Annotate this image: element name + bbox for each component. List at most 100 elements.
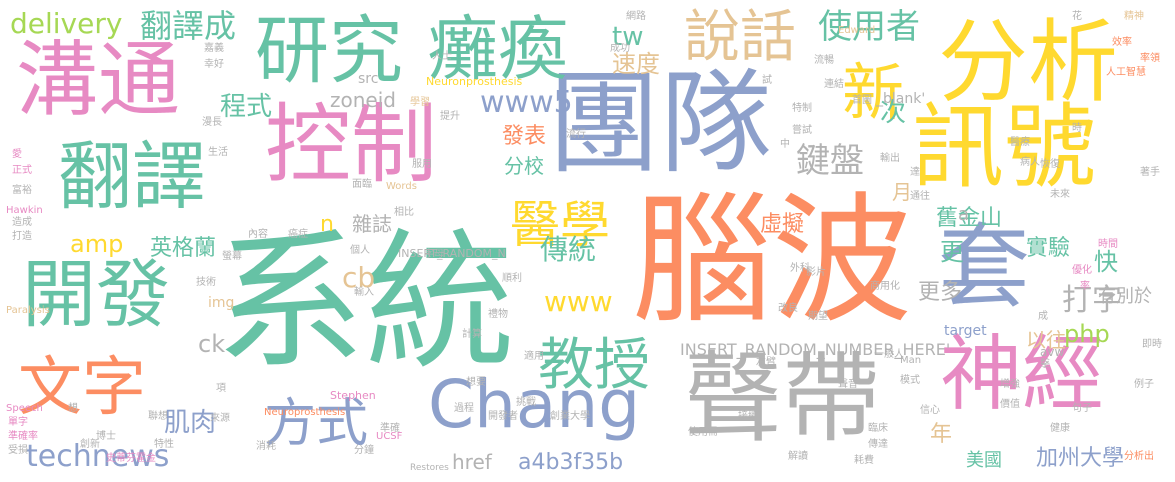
word-wenzi: 文字 (18, 351, 146, 425)
word-kaifa: 開發 (22, 252, 170, 338)
word-shicheng: 成 (1038, 311, 1048, 322)
word-shousun: 受損 (8, 445, 28, 456)
word-insert-long: INSERT_RANDOM_NUMBER_HERE' (680, 340, 951, 359)
word-fuyu: 富裕 (12, 185, 32, 196)
word-www: www (544, 285, 613, 318)
word-gaishan: 改良 (778, 303, 798, 314)
word-dazi: 打字 (1062, 283, 1122, 318)
word-shiyongxu: 使用需 (688, 427, 718, 438)
word-jirou: 肌肉 (164, 408, 217, 438)
word-lianxiang2: 聯想 (148, 411, 168, 422)
word-fenxi: 分析 (938, 10, 1118, 115)
word-delivery: delivery (10, 7, 123, 40)
word-kaifazhe: 開發者 (488, 411, 518, 422)
word-cb: cb (342, 261, 376, 294)
word-zhunque2: 準確 (380, 423, 400, 434)
word-zimu: 字母 (424, 249, 444, 260)
word-wangluo: 網路 (626, 11, 646, 22)
word-www5: www5 (480, 85, 573, 120)
word-tongwang: 通往 (910, 191, 930, 202)
word-insert-short: INSERT_RANDOM_N (398, 247, 506, 260)
word-n: n (320, 212, 334, 237)
word-yiban: 一般人 (874, 349, 904, 360)
word-lianxiang: 連結 (824, 79, 844, 90)
word-naobo: 腦波 (632, 180, 913, 343)
word-jiujinshan: 舊金山 (936, 206, 1003, 231)
word-jishu: 技術 (196, 277, 216, 288)
word-jiazhou: 加州大學 (1036, 446, 1125, 471)
word-laiyuan: 來源 (210, 413, 230, 424)
word-jixing: 特性 (154, 439, 174, 450)
word-target: target (944, 323, 987, 339)
word-xuni: 虛擬 (760, 212, 805, 237)
word-shi: 試 (762, 75, 772, 86)
word-stephen: Stephen (330, 389, 376, 402)
word-yiwang: 以往 (1026, 328, 1066, 352)
word-jingshen: 精神 (1124, 11, 1144, 22)
word-chuangye: 創業大學 (550, 411, 590, 422)
word-nian: 年 (930, 422, 953, 447)
word-lü: 率 (1080, 281, 1090, 292)
word-chuangxin: 創新 (80, 439, 100, 450)
word-zaocheng: 造成 (12, 217, 32, 228)
word-speech: Speech (6, 403, 43, 414)
word-weilai: 未來 (1050, 189, 1070, 200)
word-manchang: 漫長 (202, 117, 222, 128)
word-shiyongxing: 適用 (524, 351, 544, 362)
word-jiaoshou: 教授 (538, 333, 650, 398)
word-huifu: 恢復 (1040, 159, 1060, 170)
word-bingren: 病人 (1020, 157, 1040, 168)
word-chuanda: 傳達 (868, 439, 888, 450)
word-juzi: 句子 (1072, 403, 1092, 414)
word-shoudu: 首圖 (852, 95, 872, 106)
word-shangyong: 商用化 (870, 281, 900, 292)
word-ck: ck (198, 330, 226, 358)
word-ji: 擊 (1040, 359, 1050, 370)
word-ai: 愛 (12, 149, 22, 160)
word-mianfu: 面臨 (352, 179, 372, 190)
word-shengdai: 聲帶 (684, 342, 881, 456)
word-xiangbi: 相比 (394, 207, 414, 218)
word-hawkin: Hawkin (6, 205, 43, 216)
word-shiyan: 實驗 (1026, 236, 1071, 261)
word-a: a (958, 204, 970, 225)
word-rengong: 人工智慧 (1106, 67, 1146, 78)
word-jiedu: 解讀 (788, 451, 808, 462)
word-linchuang: 臨床 (868, 423, 888, 434)
word-jianpan: 鍵盤 (796, 141, 864, 181)
word-shunli: 順利 (502, 273, 522, 284)
word-jinsuan: 計算 (462, 329, 482, 340)
word-youbieyu: 有別於 (1098, 286, 1152, 307)
word-kuai: 快 (1094, 248, 1118, 276)
word-geng: 更 (940, 238, 964, 266)
word-goutong: 溝通 (16, 33, 181, 128)
word-hua: 花 (1072, 11, 1082, 22)
word-waike: 外科 (790, 263, 810, 274)
word-neuro1: Neuronprosthesis (426, 75, 523, 88)
word-fenxiao: 分校 (504, 154, 544, 178)
word-edward: Edward (838, 25, 876, 36)
word-words: Words (386, 181, 417, 192)
word-chuantong: 傳統 (540, 233, 597, 266)
word-chengshi: 程式 (220, 92, 273, 122)
word-jiankang: 健康 (1050, 423, 1070, 434)
word-restores: Restores (410, 463, 449, 473)
word-blank: _blank' (876, 91, 926, 107)
word-tao: 套 (938, 214, 1031, 321)
word-geren: 個人 (350, 245, 370, 256)
word-zazhi: 雜誌 (352, 212, 392, 236)
word-neirong: 內容 (248, 229, 268, 240)
word-zhuoshou: 著手 (1140, 167, 1160, 178)
word-paralysis: Paralysis (6, 305, 50, 316)
word-guocheng: 過程 (454, 403, 474, 414)
word-jiazhi: 價值 (1000, 399, 1020, 410)
word-yinggelan: 英格蘭 (150, 236, 217, 261)
word-shuohua: 說話 (684, 5, 796, 70)
word-ucsf: UCSF (376, 431, 403, 442)
word-jianshi: 嘉義 (204, 43, 224, 54)
word-xiang2: 項 (216, 383, 226, 394)
word-danzi: 單字 (8, 417, 28, 428)
word-shiyongzhe: 使用者 (818, 7, 920, 47)
word-yue: 月 (892, 180, 912, 204)
word-shi2: 時 (1072, 123, 1082, 134)
